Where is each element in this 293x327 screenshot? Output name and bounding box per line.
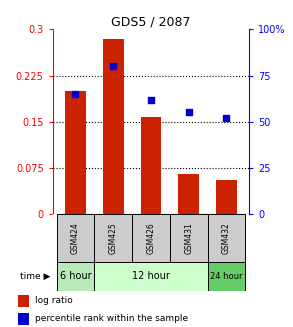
Bar bbox=[216, 180, 237, 214]
Text: GSM431: GSM431 bbox=[184, 222, 193, 254]
Text: GSM424: GSM424 bbox=[71, 222, 80, 254]
Bar bbox=[178, 174, 199, 214]
Text: GSM432: GSM432 bbox=[222, 222, 231, 254]
Bar bbox=[57, 214, 94, 262]
Bar bbox=[57, 262, 94, 291]
Title: GDS5 / 2087: GDS5 / 2087 bbox=[111, 15, 191, 28]
Bar bbox=[132, 214, 170, 262]
Text: GSM425: GSM425 bbox=[109, 222, 118, 254]
Bar bbox=[18, 295, 29, 307]
Bar bbox=[141, 117, 161, 214]
Bar bbox=[207, 262, 245, 291]
Bar bbox=[103, 39, 124, 214]
Bar bbox=[18, 313, 29, 325]
Text: 6 hour: 6 hour bbox=[59, 271, 91, 282]
Bar bbox=[65, 91, 86, 214]
Bar bbox=[170, 214, 207, 262]
Bar bbox=[94, 262, 207, 291]
Point bbox=[111, 64, 115, 69]
Text: GSM426: GSM426 bbox=[146, 222, 155, 254]
Bar bbox=[94, 214, 132, 262]
Point bbox=[73, 91, 78, 96]
Text: time ▶: time ▶ bbox=[21, 272, 51, 281]
Point bbox=[149, 97, 153, 102]
Point bbox=[224, 115, 229, 121]
Text: percentile rank within the sample: percentile rank within the sample bbox=[35, 314, 188, 323]
Text: 24 hour: 24 hour bbox=[210, 272, 243, 281]
Text: log ratio: log ratio bbox=[35, 297, 73, 305]
Text: 12 hour: 12 hour bbox=[132, 271, 170, 282]
Bar bbox=[207, 214, 245, 262]
Point bbox=[186, 110, 191, 115]
